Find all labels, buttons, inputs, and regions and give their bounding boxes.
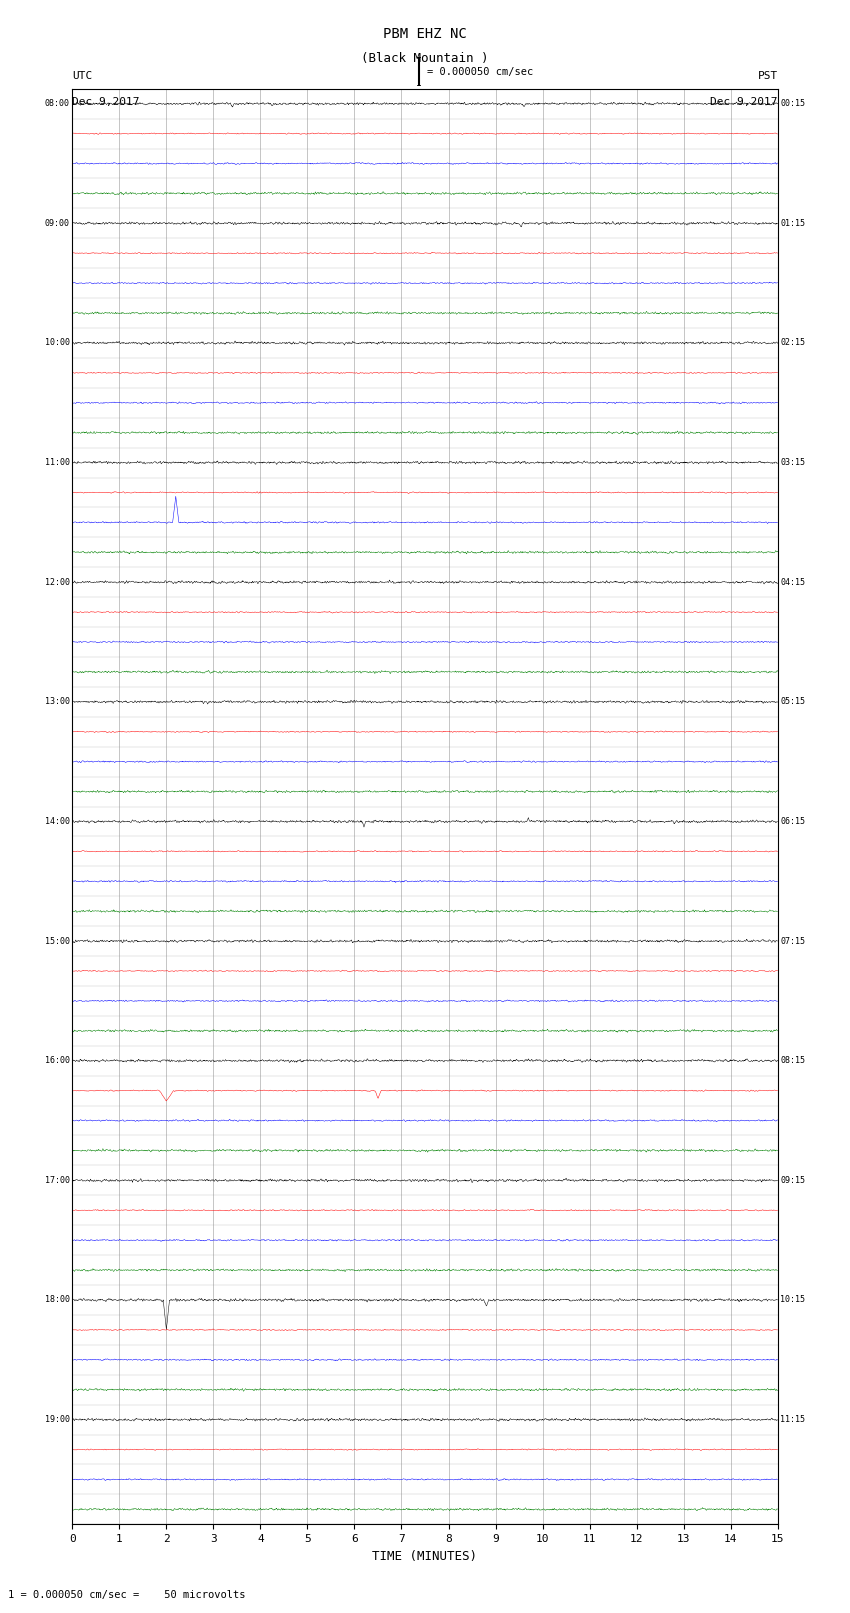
Text: 06:15: 06:15: [780, 816, 805, 826]
Text: 15:00: 15:00: [45, 937, 70, 945]
Text: 10:15: 10:15: [780, 1295, 805, 1305]
Text: 04:15: 04:15: [780, 577, 805, 587]
Text: 19:00: 19:00: [45, 1415, 70, 1424]
Text: 13:00: 13:00: [45, 697, 70, 706]
Text: 11:00: 11:00: [45, 458, 70, 468]
Text: PST: PST: [757, 71, 778, 81]
Text: 08:15: 08:15: [780, 1057, 805, 1065]
Text: (Black Mountain ): (Black Mountain ): [361, 52, 489, 66]
X-axis label: TIME (MINUTES): TIME (MINUTES): [372, 1550, 478, 1563]
Text: 08:00: 08:00: [45, 98, 70, 108]
Text: 02:15: 02:15: [780, 339, 805, 347]
Text: 05:15: 05:15: [780, 697, 805, 706]
Text: 16:00: 16:00: [45, 1057, 70, 1065]
Text: 12:00: 12:00: [45, 577, 70, 587]
Text: 11:15: 11:15: [780, 1415, 805, 1424]
Text: 01:15: 01:15: [780, 219, 805, 227]
Text: 09:00: 09:00: [45, 219, 70, 227]
Text: 07:15: 07:15: [780, 937, 805, 945]
Text: 14:00: 14:00: [45, 816, 70, 826]
Text: 10:00: 10:00: [45, 339, 70, 347]
Text: Dec 9,2017: Dec 9,2017: [711, 97, 778, 106]
Text: Dec 9,2017: Dec 9,2017: [72, 97, 139, 106]
Text: = 0.000050 cm/sec: = 0.000050 cm/sec: [427, 66, 533, 77]
Text: 09:15: 09:15: [780, 1176, 805, 1186]
Text: PBM EHZ NC: PBM EHZ NC: [383, 26, 467, 40]
Text: 00:15: 00:15: [780, 98, 805, 108]
Text: UTC: UTC: [72, 71, 93, 81]
Text: 1 = 0.000050 cm/sec =    50 microvolts: 1 = 0.000050 cm/sec = 50 microvolts: [8, 1590, 246, 1600]
Text: 03:15: 03:15: [780, 458, 805, 468]
Text: 17:00: 17:00: [45, 1176, 70, 1186]
Text: 18:00: 18:00: [45, 1295, 70, 1305]
